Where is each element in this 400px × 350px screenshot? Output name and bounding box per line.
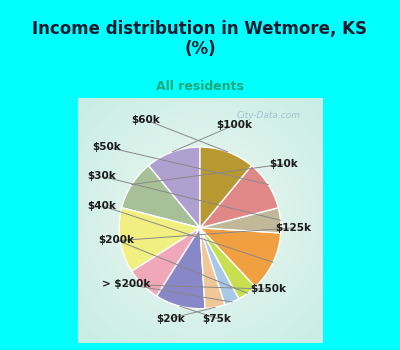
Wedge shape <box>132 228 200 296</box>
Text: $150k: $150k <box>250 284 286 294</box>
Text: $30k: $30k <box>88 172 116 181</box>
Text: $125k: $125k <box>275 223 311 233</box>
Wedge shape <box>119 208 200 271</box>
Text: $10k: $10k <box>269 159 298 169</box>
Text: $60k: $60k <box>132 115 160 125</box>
Text: City-Data.com: City-Data.com <box>236 111 301 120</box>
Wedge shape <box>157 228 205 309</box>
Text: $50k: $50k <box>92 142 121 152</box>
Wedge shape <box>200 228 239 305</box>
Text: $20k: $20k <box>156 314 185 323</box>
Wedge shape <box>200 208 281 233</box>
Wedge shape <box>200 228 225 309</box>
Wedge shape <box>200 228 281 287</box>
Text: All residents: All residents <box>156 80 244 93</box>
Text: $100k: $100k <box>216 120 252 130</box>
Wedge shape <box>200 228 255 299</box>
Wedge shape <box>122 166 200 228</box>
Text: $40k: $40k <box>88 201 116 211</box>
Text: $200k: $200k <box>99 235 135 245</box>
Text: Income distribution in Wetmore, KS
(%): Income distribution in Wetmore, KS (%) <box>32 20 368 58</box>
Wedge shape <box>200 166 278 228</box>
Text: $75k: $75k <box>203 314 232 323</box>
Wedge shape <box>200 147 252 228</box>
Text: > $200k: > $200k <box>102 279 151 289</box>
Wedge shape <box>148 147 200 228</box>
